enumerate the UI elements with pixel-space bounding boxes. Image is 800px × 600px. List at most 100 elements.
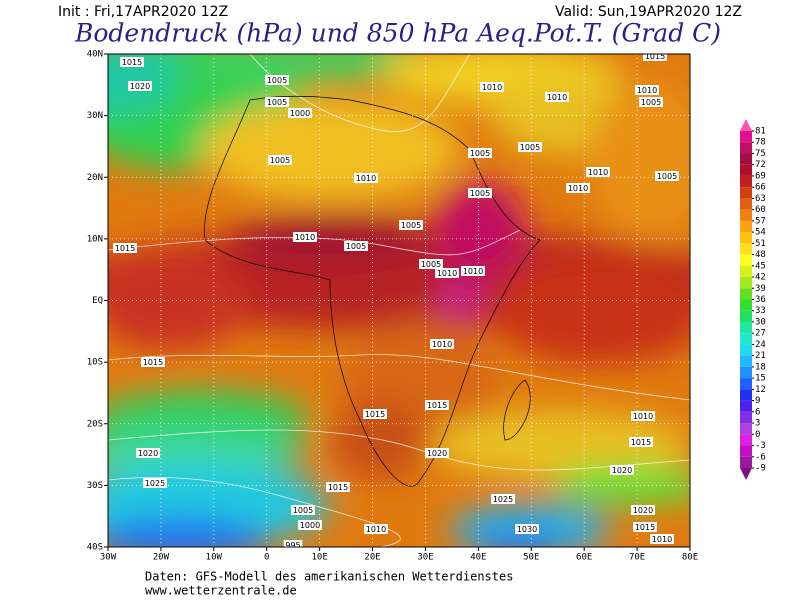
isobar-label: 1005 (641, 98, 661, 107)
isobar-label-box (113, 243, 137, 253)
lat-label: 20N (87, 173, 103, 183)
isobar-label-box (265, 97, 289, 107)
isobar-label-box (128, 81, 152, 91)
colorbar-label: 57 (755, 216, 766, 226)
isobar-label-box (633, 522, 657, 532)
isobar-label: 1005 (267, 98, 287, 107)
colorbar-label: 24 (755, 340, 766, 350)
isobar-label: 1010 (633, 412, 653, 421)
colorbar-segment (740, 400, 752, 412)
colorbar-segment (740, 243, 752, 255)
colorbar-label: 36 (755, 295, 766, 305)
lat-label: 10N (87, 234, 103, 244)
isobar-label-box (655, 171, 679, 181)
colorbar-label: 63 (755, 194, 766, 204)
isobar-label: 1010 (366, 525, 386, 534)
isobar-label: 1020 (130, 82, 150, 91)
axis-labels: 30W 20W 10W 0 10E 20E 30E 40E 50E 60E 70E 80E 40N 30N… (87, 50, 698, 563)
isobar-label-box (265, 75, 289, 85)
colorbar-label: 39 (755, 284, 766, 294)
isobar-label: 1005 (401, 221, 421, 230)
lon-label: 60E (576, 553, 592, 563)
isobar-label-box (586, 167, 610, 177)
lon-label: 20W (153, 553, 170, 563)
isobar-label-box (344, 241, 368, 251)
data-source: Daten: GFS-Modell des amerikanischen Wet… (145, 570, 513, 584)
isobar-label: 1015 (635, 523, 655, 532)
colorbar-segment (740, 277, 752, 289)
isobar-label-box (480, 82, 504, 92)
isobar-label-box (364, 524, 388, 534)
isobar-label-box (143, 478, 167, 488)
colorbar-bottom-arrow (740, 468, 752, 480)
isobar-label-box (288, 108, 312, 118)
colorbar-segment (740, 333, 752, 345)
colorbar-segment (740, 232, 752, 244)
isobar-label: 995 (285, 541, 300, 550)
lon-label: 80E (682, 553, 698, 563)
isobar-label: 1015 (328, 483, 348, 492)
colorbar: 8178757269666360575451484542393633302724… (740, 119, 766, 480)
isobar-label-box (545, 92, 569, 102)
colorbar-label: 51 (755, 239, 766, 249)
isobar-label: 1010 (652, 535, 672, 544)
colorbar-segment (740, 175, 752, 188)
isobar-label-box (566, 183, 590, 193)
colorbar-label: -3 (755, 441, 766, 451)
lon-label: 70E (629, 553, 645, 563)
isobar-label-box (283, 540, 303, 547)
isobar-label-box (399, 220, 423, 230)
isobar-label-box (425, 448, 449, 458)
lat-label: EQ (92, 296, 103, 306)
isobar-label: 1005 (470, 149, 490, 158)
isobar-label-box (291, 505, 315, 515)
isobar-label-box (141, 357, 165, 367)
lat-label: 10S (87, 358, 103, 368)
isobar-label: 1010 (356, 174, 376, 183)
colorbar-segment (740, 131, 752, 143)
colorbar-segment (740, 434, 752, 446)
coastlines (204, 95, 541, 487)
colorbar-label: 60 (755, 205, 766, 215)
temperature-field (108, 54, 690, 547)
isobar-label-box (639, 97, 663, 107)
isobar-label: 1005 (293, 506, 313, 515)
colorbar-label: 72 (755, 160, 766, 170)
isobar-label-box (136, 448, 160, 458)
map-title: Bodendruck (hPa) und 850 hPa Aeq.Pot.T. … (74, 19, 721, 48)
colorbar-label: 3 (755, 419, 760, 429)
colorbar-segment (740, 288, 752, 300)
lat-label: 30S (87, 481, 103, 491)
lat-lon-grid (108, 54, 690, 547)
isobar-label: 1010 (588, 168, 608, 177)
isobar-label: 1010 (482, 83, 502, 92)
colorbar-segment (740, 321, 752, 334)
isobar-label: 1025 (145, 479, 165, 488)
colorbar-label: 54 (755, 228, 766, 238)
lat-label: 40N (87, 50, 103, 60)
isobar-label-box (268, 155, 292, 165)
isobar-label-box (430, 339, 454, 349)
isobar-label: 1015 (645, 52, 665, 61)
colorbar-label: 6 (755, 407, 760, 417)
colorbar-label: 15 (755, 374, 766, 384)
isobar-label-box (461, 266, 485, 276)
isobar-label-box (518, 142, 542, 152)
lat-label: 30N (87, 111, 103, 121)
isobar-labels: 1015102010051005100010101010101510101005… (113, 52, 679, 550)
isobar-label: 1015 (143, 358, 163, 367)
isobar-label-box (354, 173, 378, 183)
isobar-label-box (468, 188, 492, 198)
lon-label: 30W (100, 553, 117, 563)
colorbar-label: 30 (755, 317, 766, 327)
isobar-label-box (120, 57, 144, 67)
isobar-label: 1010 (437, 269, 457, 278)
isobar-label: 1005 (267, 76, 287, 85)
init-time: Init : Fri,17APR2020 12Z (58, 4, 228, 20)
website: www.wetterzentrale.de (145, 584, 297, 598)
isobar-label: 1005 (346, 242, 366, 251)
lon-label: 20E (364, 553, 380, 563)
colorbar-label: 21 (755, 351, 766, 361)
isobar-label-box (629, 437, 653, 447)
isobar-label: 1005 (520, 143, 540, 152)
